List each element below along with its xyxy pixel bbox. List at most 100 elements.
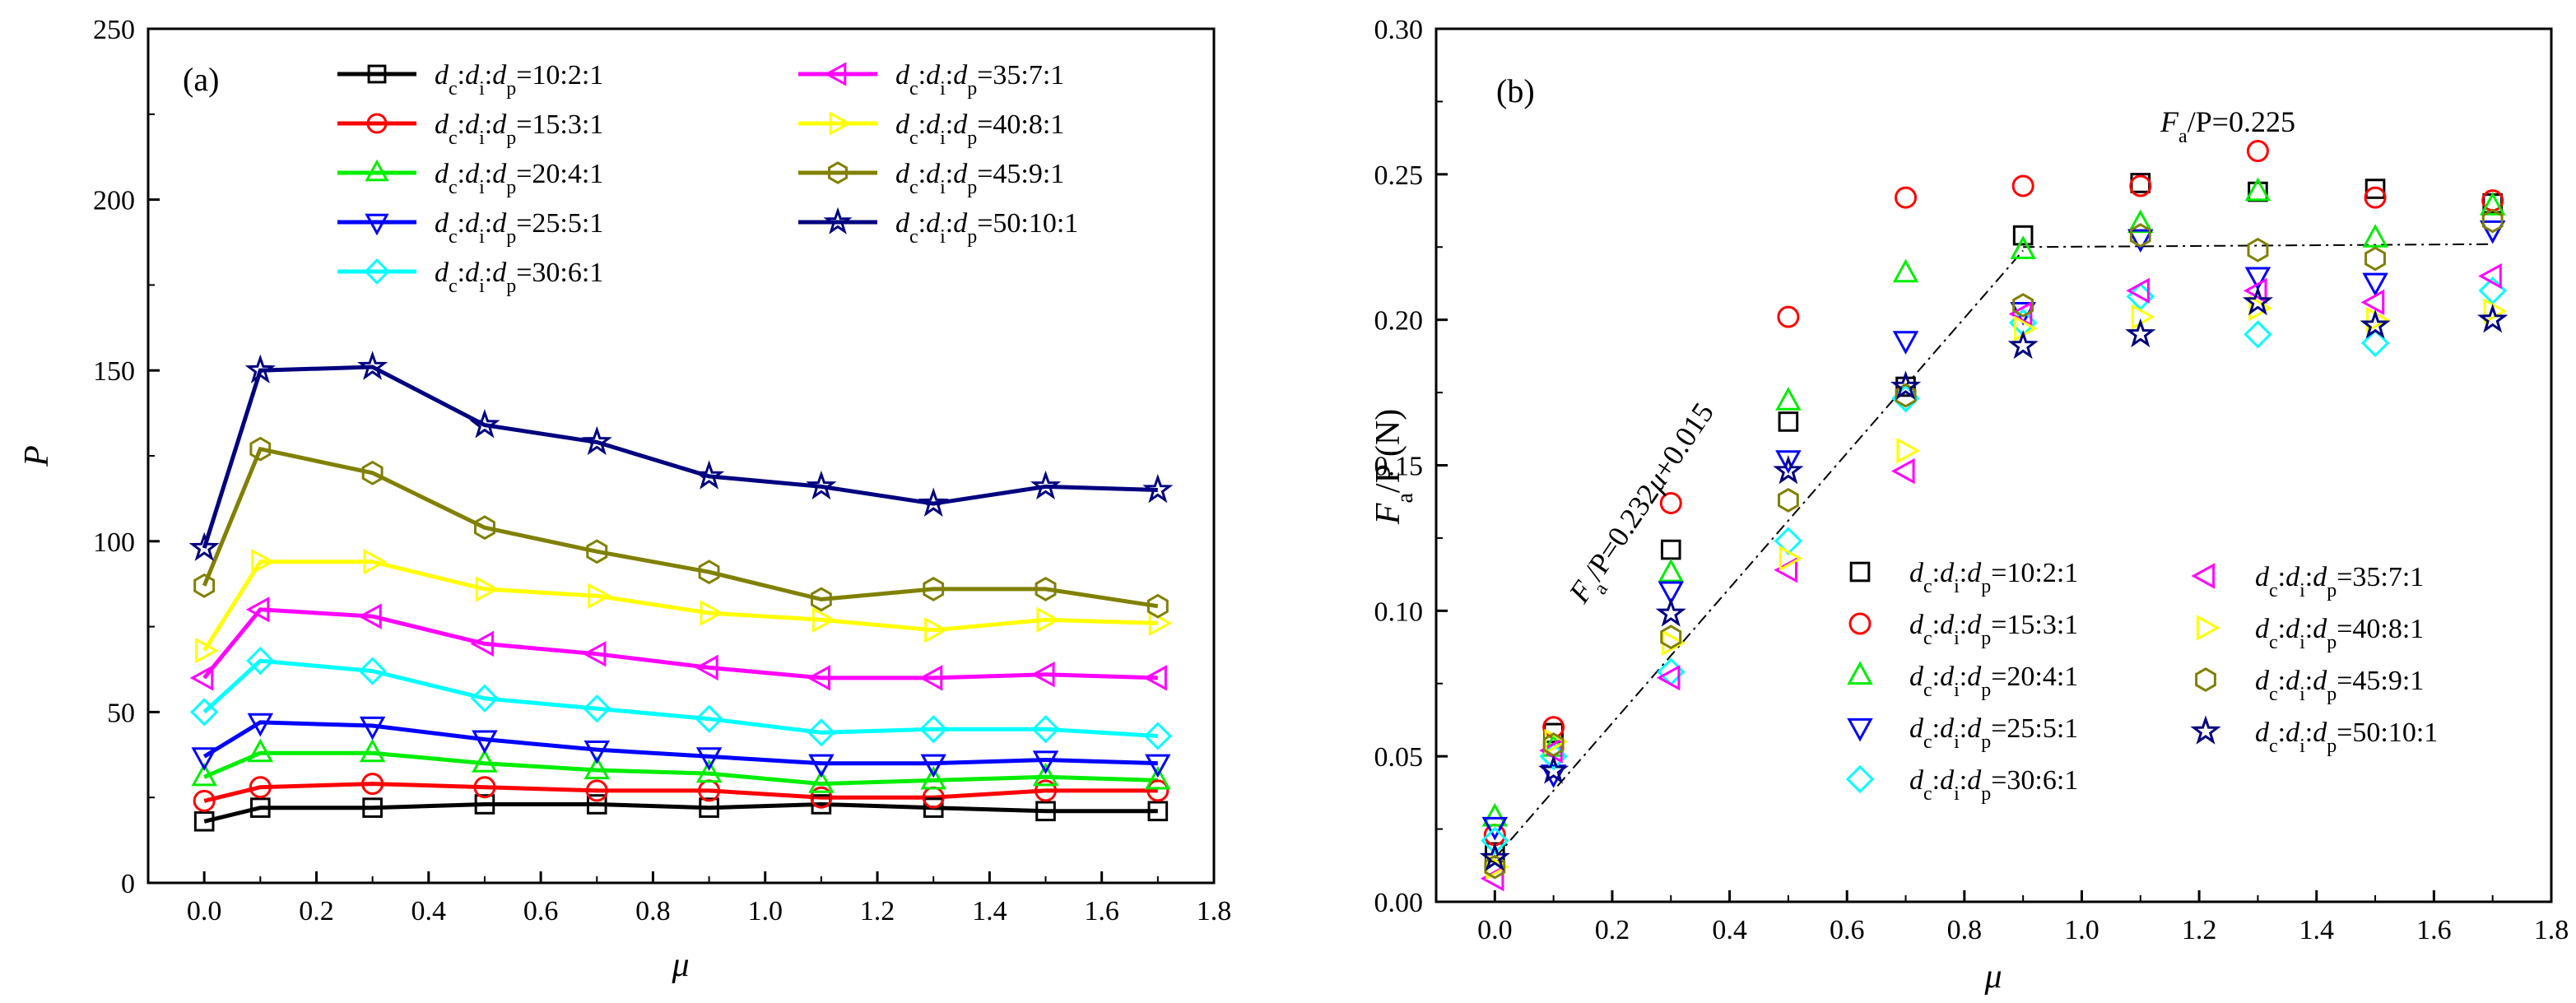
- point-a-5-2: [246, 646, 275, 676]
- series-line-a-4: [202, 720, 1158, 766]
- point-a-3-10: [1145, 765, 1171, 790]
- y-axis-label-a: P: [18, 445, 56, 467]
- y-tick-label-a-0: 0: [121, 869, 135, 899]
- point-a-1-9: [1035, 801, 1056, 822]
- point-a-4-6: [695, 747, 723, 771]
- point-b-2-4: [1777, 305, 1800, 328]
- point-b-6-6: [2008, 300, 2033, 327]
- y-tick-label-b-6: 0.30: [1374, 15, 1424, 45]
- point-b-3-7: [2127, 209, 2154, 234]
- point-b-7-4: [1779, 545, 1803, 572]
- point-b-9-5: [1890, 370, 1922, 400]
- x-tick-label-a-4: 0.8: [635, 896, 671, 926]
- x-tick-label-b-6: 1.2: [2182, 915, 2217, 945]
- point-b-9-9: [2360, 309, 2391, 339]
- point-a-8-3: [361, 460, 384, 485]
- x-tick-label-b-7: 1.4: [2299, 915, 2334, 945]
- point-a-1-2: [250, 797, 271, 818]
- series-markers-a: [188, 351, 1174, 832]
- x-axis-label-b: μ: [1983, 958, 2002, 996]
- point-b-2-9: [2364, 186, 2387, 209]
- point-a-5-6: [695, 704, 723, 733]
- x-tick-label-b-2: 0.4: [1712, 915, 1747, 945]
- legend-label-b-8: dc:di:dp=45:9:1: [2255, 666, 2424, 705]
- point-a-5-10: [1143, 722, 1172, 750]
- point-b-4-9: [2362, 272, 2388, 297]
- point-a-3-4: [472, 749, 498, 773]
- point-a-2-2: [249, 776, 272, 799]
- point-b-8-5: [1895, 383, 1917, 408]
- legend-marker-b-7: [2196, 615, 2220, 641]
- point-b-6-3: [1656, 664, 1681, 691]
- point-b-3-4: [1775, 387, 1802, 411]
- point-a-1-1: [193, 810, 215, 832]
- point-b-7-5: [1896, 438, 1921, 464]
- point-b-6-4: [1774, 557, 1797, 583]
- y-tick-label-b-4: 0.20: [1374, 306, 1424, 337]
- point-b-9-2: [1538, 755, 1569, 784]
- point-b-6-5: [1890, 457, 1915, 485]
- point-b-2-7: [2129, 174, 2152, 197]
- point-a-8-4: [474, 515, 495, 541]
- point-a-4-8: [920, 754, 946, 778]
- legend-marker-a-3: [365, 159, 389, 182]
- point-a-4-1: [191, 747, 217, 771]
- point-a-8-5: [586, 539, 608, 564]
- point-b-8-4: [1778, 487, 1799, 513]
- point-a-5-4: [470, 684, 500, 713]
- y-tick-label-b-3: 0.15: [1374, 452, 1424, 482]
- point-a-1-10: [1147, 801, 1169, 822]
- point-a-8-10: [1146, 593, 1169, 619]
- point-a-3-8: [920, 765, 946, 790]
- series-line-a-1: [203, 801, 1158, 824]
- y-tick-label-a-1: 50: [107, 698, 135, 728]
- point-a-3-3: [359, 738, 386, 763]
- point-a-9-9: [1030, 470, 1062, 500]
- point-a-6-10: [1143, 665, 1167, 691]
- point-b-1-6: [2012, 225, 2034, 246]
- legend-label-b-2: dc:di:dp=15:3:1: [1909, 610, 2078, 649]
- point-b-3-5: [1892, 258, 1919, 283]
- x-tick-label-a-3: 0.6: [523, 896, 559, 926]
- legend-a: dc:di:dp=10:2:1 dc:di:dp=15:3:1 dc:di:dp=2…: [337, 60, 1078, 297]
- point-a-1-6: [699, 797, 719, 818]
- point-a-2-10: [1146, 779, 1169, 802]
- point-a-3-5: [584, 755, 611, 780]
- point-a-6-5: [582, 641, 607, 667]
- point-a-6-2: [245, 597, 270, 623]
- legend-label-b-9: dc:di:dp=50:10:1: [2255, 717, 2438, 757]
- x-tick-label-b-1: 0.2: [1595, 915, 1630, 945]
- point-a-4-10: [1145, 754, 1171, 778]
- point-a-2-1: [193, 789, 216, 812]
- point-b-3-8: [2244, 177, 2271, 202]
- legend-b: dc:di:dp=10:2:1 dc:di:dp=15:3:1 dc:di:dp=2…: [1845, 558, 2438, 805]
- point-b-4-1: [1481, 816, 1509, 841]
- point-b-6-1: [1480, 865, 1504, 892]
- legend-marker-a-9: [823, 207, 853, 234]
- point-a-4-7: [808, 754, 835, 778]
- point-a-7-10: [1148, 610, 1173, 637]
- point-a-1-3: [362, 797, 383, 818]
- point-a-4-5: [584, 741, 611, 764]
- fit-lines-b: [1494, 243, 2493, 859]
- point-a-9-3: [357, 351, 388, 380]
- y-tick-label-b-1: 0.05: [1374, 742, 1424, 773]
- legend-label-b-4: dc:di:dp=25:5:1: [1909, 713, 2078, 753]
- point-a-8-9: [1035, 576, 1057, 601]
- legend-marker-a-8: [828, 161, 848, 184]
- x-tick-label-a-8: 1.6: [1084, 896, 1119, 926]
- fit-line-2: [2023, 243, 2493, 248]
- y-tick-label-b-2: 0.10: [1374, 597, 1424, 627]
- point-b-4-8: [2244, 267, 2271, 291]
- point-b-3-1: [1481, 802, 1509, 827]
- panel-label-b: (b): [1496, 72, 1535, 109]
- point-a-6-3: [358, 603, 382, 629]
- point-b-5-9: [2360, 328, 2390, 358]
- point-b-6-10: [2478, 262, 2502, 290]
- point-b-2-8: [2246, 140, 2269, 163]
- point-a-3-6: [695, 759, 723, 783]
- panel-label-a: (a): [183, 61, 219, 98]
- y-tick-label-b-5: 0.25: [1374, 160, 1424, 191]
- ticks-b: 0.0 0.2 0.4 0.6 0.8 1.0 1.2 1.4 1.6 1.8 0.00 0.05 0.…: [1374, 15, 2569, 945]
- point-a-7-1: [195, 637, 219, 664]
